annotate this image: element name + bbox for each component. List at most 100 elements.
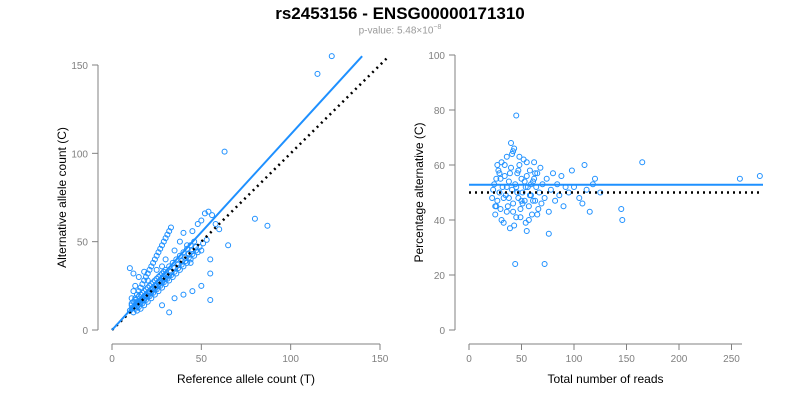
data-point bbox=[510, 148, 517, 155]
data-point bbox=[175, 265, 182, 272]
data-point bbox=[581, 162, 588, 168]
data-point bbox=[201, 210, 208, 217]
data-point bbox=[225, 242, 232, 249]
data-point bbox=[736, 175, 743, 182]
data-point bbox=[182, 254, 189, 261]
data-point bbox=[504, 203, 511, 210]
data-point bbox=[144, 277, 151, 284]
data-point bbox=[171, 268, 178, 275]
data-point bbox=[171, 265, 178, 272]
x-tick-label: 150 bbox=[372, 354, 389, 365]
data-point bbox=[576, 195, 583, 201]
data-point bbox=[497, 206, 504, 212]
data-point bbox=[537, 164, 544, 171]
data-point bbox=[162, 256, 169, 263]
data-point bbox=[146, 266, 153, 273]
data-point bbox=[496, 189, 503, 196]
data-point bbox=[178, 258, 185, 265]
data-point bbox=[167, 268, 174, 275]
data-point bbox=[169, 259, 176, 266]
data-point bbox=[525, 217, 532, 223]
data-point bbox=[508, 140, 514, 146]
data-point bbox=[498, 217, 505, 223]
percentage-alternative-scatter: 0 20 40 60 80 100 0 50 100 150 200 250 Total number … bbox=[412, 51, 763, 386]
y-tick-label: 20 bbox=[434, 271, 446, 282]
data-point bbox=[180, 291, 187, 298]
data-point bbox=[501, 162, 508, 168]
data-point bbox=[203, 236, 210, 243]
data-point bbox=[513, 214, 520, 221]
y-tick-label: 100 bbox=[71, 149, 88, 160]
data-point bbox=[130, 288, 137, 295]
data-point bbox=[516, 162, 523, 168]
data-point bbox=[207, 296, 214, 303]
data-point bbox=[171, 247, 178, 254]
data-point bbox=[545, 230, 552, 237]
data-point bbox=[526, 167, 533, 174]
data-point bbox=[592, 175, 598, 182]
y-tick-label: 150 bbox=[71, 61, 88, 72]
x-tick-label: 50 bbox=[516, 354, 528, 365]
data-point bbox=[531, 175, 538, 182]
data-point bbox=[187, 256, 194, 263]
data-point bbox=[184, 245, 191, 252]
data-point bbox=[506, 225, 513, 232]
p-value-subtitle: p-value: 5.48×10−8 bbox=[0, 24, 800, 36]
data-point bbox=[522, 219, 529, 226]
data-point bbox=[135, 293, 142, 300]
data-point bbox=[166, 309, 173, 316]
x-tick-label: 50 bbox=[196, 354, 208, 365]
data-point bbox=[251, 215, 258, 222]
data-point bbox=[501, 173, 508, 179]
data-point bbox=[159, 302, 166, 309]
data-point bbox=[153, 252, 160, 259]
data-point bbox=[134, 291, 141, 298]
data-point bbox=[126, 265, 133, 272]
data-point bbox=[148, 263, 155, 270]
data-point bbox=[532, 197, 539, 204]
data-point bbox=[207, 256, 214, 263]
data-point bbox=[180, 229, 187, 236]
data-point bbox=[128, 300, 135, 307]
data-point bbox=[560, 203, 567, 210]
data-point bbox=[134, 304, 141, 311]
data-point bbox=[517, 206, 524, 212]
data-point bbox=[176, 252, 183, 259]
data-point bbox=[164, 272, 171, 279]
p-value-exponent: −8 bbox=[433, 24, 442, 31]
data-point bbox=[494, 162, 501, 168]
data-point bbox=[505, 195, 512, 201]
data-point bbox=[618, 206, 625, 212]
data-point bbox=[328, 53, 335, 60]
y-tick-label: 40 bbox=[434, 216, 446, 227]
page-title: rs2453156 - ENSG00000171310 bbox=[275, 4, 525, 23]
data-point bbox=[513, 112, 520, 119]
data-point bbox=[130, 304, 137, 311]
data-point bbox=[515, 167, 522, 174]
data-point bbox=[518, 175, 525, 182]
data-point bbox=[130, 270, 137, 277]
data-point bbox=[134, 307, 141, 314]
data-point bbox=[545, 208, 552, 215]
data-point bbox=[194, 221, 201, 227]
data-point bbox=[517, 214, 524, 221]
data-point bbox=[159, 242, 166, 249]
data-point bbox=[159, 263, 166, 270]
data-point bbox=[160, 238, 167, 245]
data-point bbox=[497, 175, 504, 182]
data-point bbox=[162, 235, 169, 242]
data-point bbox=[139, 281, 146, 288]
data-point bbox=[221, 148, 228, 155]
data-point bbox=[198, 217, 205, 224]
x-tick-label: 100 bbox=[282, 354, 299, 365]
data-point bbox=[205, 208, 212, 215]
data-point bbox=[180, 263, 187, 270]
data-point bbox=[510, 208, 517, 215]
data-point bbox=[532, 170, 539, 177]
data-point bbox=[523, 228, 530, 234]
data-point bbox=[509, 151, 516, 157]
data-point bbox=[141, 277, 148, 284]
data-point bbox=[160, 275, 167, 282]
x-axis-label: Total number of reads bbox=[547, 372, 663, 386]
